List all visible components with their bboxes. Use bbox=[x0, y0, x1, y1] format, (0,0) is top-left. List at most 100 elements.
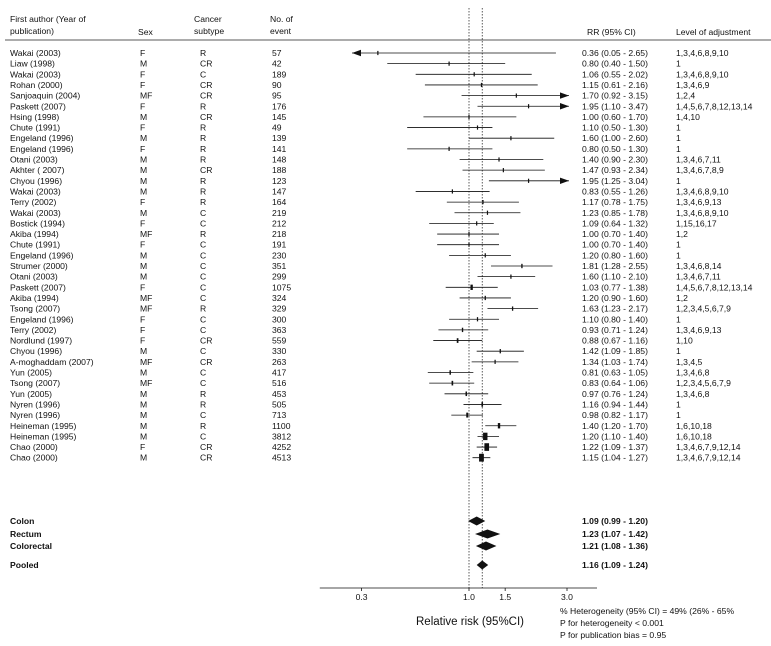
study-adjustment: 1 bbox=[676, 176, 681, 186]
study-adjustment: 1 bbox=[676, 59, 681, 69]
study-rr-text: 0.36 (0.05 - 2.65) bbox=[582, 48, 648, 58]
study-cancer-subtype: R bbox=[200, 304, 206, 314]
summary-diamond bbox=[468, 516, 486, 526]
study-rr-text: 1.42 (1.09 - 1.85) bbox=[582, 346, 648, 356]
study-row: Akiba (1994) MF C 324 1.20 (0.90 - 1.60) 1,2 bbox=[10, 293, 688, 303]
study-adjustment: 1 bbox=[676, 144, 681, 154]
study-rr-text: 1.70 (0.92 - 3.15) bbox=[582, 91, 648, 101]
study-point bbox=[461, 327, 464, 333]
study-row: Nyren (1996) M C 713 0.98 (0.82 - 1.17) 1 bbox=[10, 410, 681, 420]
study-author: Chute (1991) bbox=[10, 240, 60, 250]
study-events: 4513 bbox=[272, 453, 291, 463]
study-sex: F bbox=[140, 197, 145, 207]
study-row: Engeland (1996) F R 141 0.80 (0.50 - 1.30) 1 bbox=[10, 144, 681, 154]
study-point bbox=[468, 231, 470, 237]
study-rr-text: 1.15 (1.04 - 1.27) bbox=[582, 453, 648, 463]
header-author: First author (Year of publication) bbox=[10, 14, 86, 36]
summary-label: Rectum bbox=[10, 529, 42, 539]
study-sex: M bbox=[140, 399, 147, 409]
study-author: Yun (2005) bbox=[10, 389, 52, 399]
study-cancer-subtype: R bbox=[200, 155, 206, 165]
study-cancer-subtype: CR bbox=[200, 80, 212, 90]
study-row: Tsong (2007) MF C 516 0.83 (0.64 - 1.06) 1,2,… bbox=[10, 378, 731, 388]
study-row: Tsong (2007) MF R 329 1.63 (1.23 - 2.17) 1,2,… bbox=[10, 304, 731, 314]
study-rr-text: 0.88 (0.67 - 1.16) bbox=[582, 336, 648, 346]
study-rr-text: 0.80 (0.40 - 1.50) bbox=[582, 59, 648, 69]
study-events: 219 bbox=[272, 208, 287, 218]
study-adjustment: 1 bbox=[676, 250, 681, 260]
study-row: Wakai (2003) M R 147 0.83 (0.55 - 1.26) 1,3,4… bbox=[10, 186, 729, 196]
study-events: 57 bbox=[272, 48, 282, 58]
study-events: 49 bbox=[272, 123, 282, 133]
study-point bbox=[499, 349, 501, 354]
study-cancer-subtype: C bbox=[200, 346, 206, 356]
study-point bbox=[498, 157, 500, 162]
study-point bbox=[448, 146, 450, 151]
study-events: 123 bbox=[272, 176, 287, 186]
study-adjustment: 1,3,4,6,8,9,10 bbox=[676, 186, 729, 196]
study-cancer-subtype: CR bbox=[200, 336, 212, 346]
study-adjustment: 1,2,3,4,5,6,7,9 bbox=[676, 304, 731, 314]
study-cancer-subtype: R bbox=[200, 389, 206, 399]
study-cancer-subtype: R bbox=[200, 399, 206, 409]
study-sex: MF bbox=[140, 91, 152, 101]
study-adjustment: 1,3,4,6,8 bbox=[676, 389, 710, 399]
x-tick-label: 3.0 bbox=[561, 592, 573, 602]
study-events: 351 bbox=[272, 261, 287, 271]
study-events: 453 bbox=[272, 389, 287, 399]
study-cancer-subtype: CR bbox=[200, 91, 212, 101]
study-adjustment: 1,4,10 bbox=[676, 112, 700, 122]
study-row: Chute (1991) F R 49 1.10 (0.50 - 1.30) 1 bbox=[10, 123, 681, 133]
study-cancer-subtype: CR bbox=[200, 442, 212, 452]
study-events: 417 bbox=[272, 368, 287, 378]
study-cancer-subtype: CR bbox=[200, 112, 212, 122]
study-author: Chao (2000) bbox=[10, 453, 58, 463]
study-cancer-subtype: R bbox=[200, 48, 206, 58]
study-rr-text: 1.40 (1.20 - 1.70) bbox=[582, 421, 648, 431]
study-events: 230 bbox=[272, 250, 287, 260]
study-adjustment: 1,3,4,5 bbox=[676, 357, 703, 367]
study-row: Heineman (1995) M C 3812 1.20 (1.10 - 1.40) 1… bbox=[10, 431, 712, 441]
study-row: Liaw (1998) M CR 42 0.80 (0.40 - 1.50) 1 bbox=[10, 59, 681, 69]
study-adjustment: 1,15,16,17 bbox=[676, 218, 717, 228]
study-row: Engeland (1996) M R 139 1.60 (1.00 - 2.60) 1 bbox=[10, 133, 681, 143]
study-adjustment: 1 bbox=[676, 346, 681, 356]
study-cancer-subtype: C bbox=[200, 410, 206, 420]
study-rr-text: 0.98 (0.82 - 1.17) bbox=[582, 410, 648, 420]
header-sex: Sex bbox=[138, 27, 154, 37]
study-author: Engeland (1996) bbox=[10, 144, 74, 154]
ci-arrow-right bbox=[560, 103, 569, 110]
study-point bbox=[377, 50, 379, 56]
study-author: Akhter ( 2007) bbox=[10, 165, 65, 175]
study-row: Hsing (1998) M CR 145 1.00 (0.60 - 1.70) 1,4,… bbox=[10, 112, 700, 122]
study-events: 329 bbox=[272, 304, 287, 314]
study-events: 148 bbox=[272, 155, 287, 165]
study-author: Heineman (1995) bbox=[10, 421, 77, 431]
study-author: Chyou (1996) bbox=[10, 346, 62, 356]
study-sex: MF bbox=[140, 293, 152, 303]
study-cancer-subtype: CR bbox=[200, 59, 212, 69]
study-events: 516 bbox=[272, 378, 287, 388]
study-point bbox=[510, 274, 512, 279]
study-sex: F bbox=[140, 282, 145, 292]
study-point bbox=[451, 380, 454, 386]
study-author: Hsing (1998) bbox=[10, 112, 59, 122]
study-point bbox=[515, 93, 517, 98]
study-sex: M bbox=[140, 208, 147, 218]
study-row: Wakai (2003) M C 219 1.23 (0.85 - 1.78) 1,3,4… bbox=[10, 208, 729, 218]
study-cancer-subtype: CR bbox=[200, 165, 212, 175]
summary-row: Pooled 1.16 (1.09 - 1.24) bbox=[10, 560, 648, 570]
study-rr-text: 1.60 (1.10 - 2.10) bbox=[582, 272, 648, 282]
header-events: No. of event bbox=[270, 14, 294, 36]
study-author: Wakai (2003) bbox=[10, 186, 61, 196]
study-author: Paskett (2007) bbox=[10, 101, 66, 111]
study-row: Wakai (2003) F C 189 1.06 (0.55 - 2.02) 1,3,4… bbox=[10, 69, 729, 79]
study-author: Nyren (1996) bbox=[10, 410, 60, 420]
study-row: Paskett (2007) F R 176 1.95 (1.10 - 3.47) 1,4… bbox=[10, 101, 753, 111]
study-row: Chao (2000) F CR 4252 1.22 (1.09 - 1.37) 1,3,… bbox=[10, 442, 741, 452]
header-rr: RR (95% CI) bbox=[587, 27, 636, 37]
study-sex: MF bbox=[140, 378, 152, 388]
study-events: 42 bbox=[272, 59, 282, 69]
study-adjustment: 1,6,10,18 bbox=[676, 431, 712, 441]
study-sex: F bbox=[140, 314, 145, 324]
